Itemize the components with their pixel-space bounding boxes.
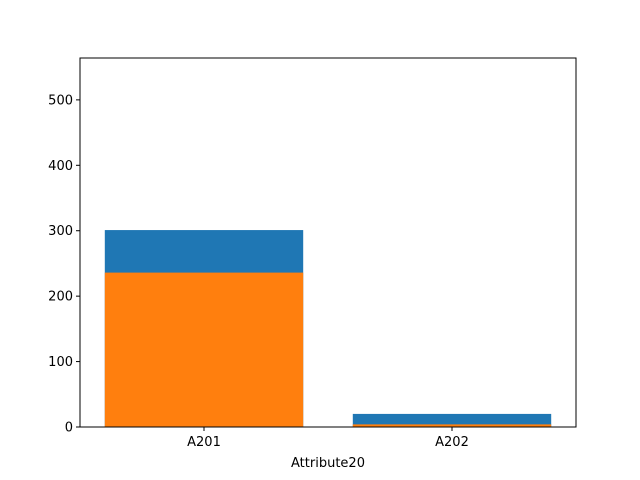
bars-layer — [104, 230, 552, 427]
bar-series2-A202 — [352, 424, 552, 427]
x-axis-label: Attribute20 — [291, 456, 365, 471]
bar-series1-A202 — [352, 413, 552, 427]
y-tick-label: 100 — [48, 355, 73, 370]
y-tick-label: 400 — [48, 159, 73, 174]
y-tick-label: 0 — [65, 421, 73, 436]
x-tick-label: A202 — [435, 435, 469, 450]
x-tick-label: A201 — [187, 435, 221, 450]
y-tick-label: 300 — [48, 224, 73, 239]
bar-series2-A201 — [104, 272, 304, 427]
axes-layer: 0 100 200 300 400 500 A201 A202 — [48, 57, 577, 450]
y-tick-label: 500 — [48, 93, 73, 108]
plot-frame — [79, 57, 577, 428]
y-tick-label: 200 — [48, 290, 73, 305]
